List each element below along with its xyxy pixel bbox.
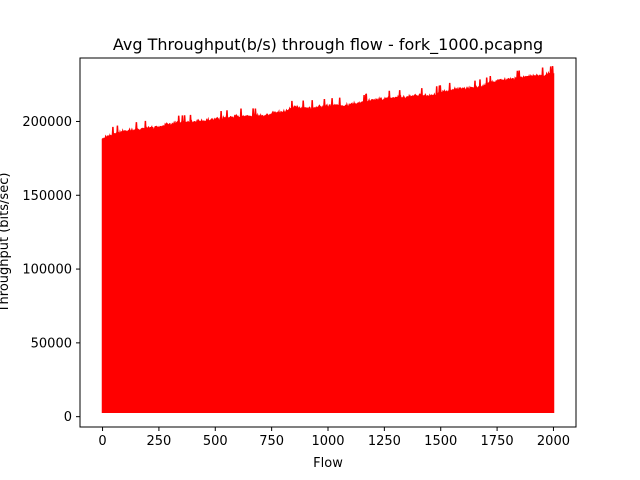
y-tick-label: 100000 <box>22 263 72 278</box>
x-tick-label: 250 <box>146 434 171 449</box>
throughput-area <box>101 66 555 413</box>
x-tick-label: 1000 <box>311 434 344 449</box>
y-tick-label: 200000 <box>22 115 72 130</box>
y-tick-label: 50000 <box>31 336 72 351</box>
x-tick-label: 500 <box>203 434 228 449</box>
x-tick-label: 0 <box>98 434 106 449</box>
x-tick-label: 750 <box>259 434 284 449</box>
x-axis-label: Flow <box>313 456 343 471</box>
plot-marks <box>101 66 555 413</box>
x-axis: 0 250 500 750 1000 1250 1500 1750 2000 <box>98 427 570 449</box>
x-tick-label: 1750 <box>481 434 514 449</box>
y-axis-label: Throughput (bits/sec) <box>0 173 12 314</box>
x-tick-label: 1500 <box>424 434 457 449</box>
y-tick-label: 0 <box>64 410 72 425</box>
y-axis: 0 50000 100000 150000 200000 <box>22 115 80 425</box>
x-tick-label: 2000 <box>537 434 570 449</box>
y-tick-label: 150000 <box>22 189 72 204</box>
x-tick-label: 1250 <box>368 434 401 449</box>
chart-title: Avg Throughput(b/s) through flow - fork_… <box>113 35 543 55</box>
